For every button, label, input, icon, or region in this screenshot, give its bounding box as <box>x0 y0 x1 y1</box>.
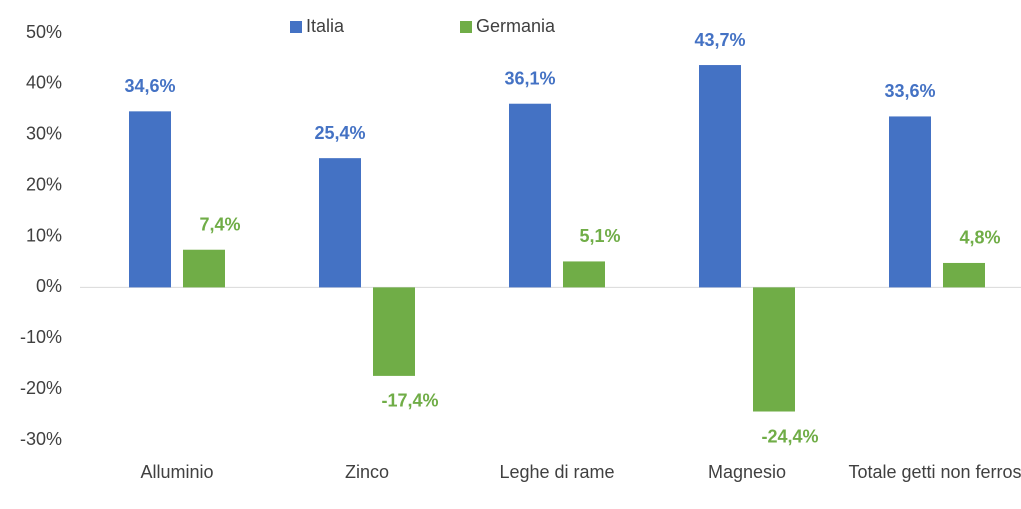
data-label: -24,4% <box>761 426 818 446</box>
bar <box>699 65 741 288</box>
bar <box>319 158 361 288</box>
data-label: -17,4% <box>381 391 438 411</box>
bar <box>753 287 795 412</box>
legend-label: Italia <box>306 16 345 36</box>
x-tick-label: Totale getti non ferrosi <box>848 462 1021 482</box>
x-tick-label: Magnesio <box>707 462 787 482</box>
x-tick-label-box: Leghe di rame <box>499 462 615 482</box>
bar <box>943 262 985 288</box>
bar <box>373 287 415 376</box>
x-tick-label: Alluminio <box>140 462 214 482</box>
y-tick-label: 40% <box>26 73 62 93</box>
legend-swatch <box>460 21 472 33</box>
y-tick-label: -30% <box>20 429 62 449</box>
y-tick-label: -20% <box>20 378 62 398</box>
x-tick-label-box: Totale getti non ferrosi <box>848 462 1021 482</box>
y-tick-label: 30% <box>26 124 62 144</box>
data-label: 36,1% <box>504 68 555 88</box>
data-label: 7,4% <box>199 214 240 234</box>
y-tick-label: 20% <box>26 174 62 194</box>
y-tick-label: 50% <box>26 22 62 42</box>
data-label: 33,6% <box>884 81 935 101</box>
bar <box>563 261 605 288</box>
bar <box>129 111 171 288</box>
legend-swatch <box>290 21 302 33</box>
data-label: 43,7% <box>694 30 745 50</box>
x-tick-label-box: Alluminio <box>140 462 214 482</box>
data-label: 34,6% <box>124 76 175 96</box>
data-label: 25,4% <box>314 123 365 143</box>
bar <box>183 249 225 288</box>
legend-label: Germania <box>476 16 556 36</box>
y-tick-label: -10% <box>20 327 62 347</box>
y-tick-label: 0% <box>36 276 62 296</box>
data-label: 5,1% <box>579 226 620 246</box>
data-label: 4,8% <box>959 228 1000 248</box>
bar <box>509 103 551 288</box>
bar <box>889 116 931 288</box>
x-tick-label: Zinco <box>344 462 389 482</box>
x-tick-label-box: Magnesio <box>707 462 787 482</box>
y-tick-label: 10% <box>26 225 62 245</box>
x-tick-label-box: Zinco <box>344 462 389 482</box>
x-tick-label: Leghe di rame <box>499 462 615 482</box>
